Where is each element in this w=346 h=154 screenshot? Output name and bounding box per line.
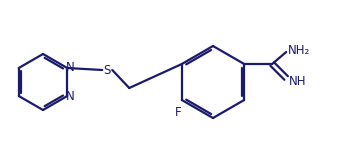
Text: NH₂: NH₂ (288, 43, 310, 57)
Text: NH: NH (289, 75, 307, 87)
Text: F: F (174, 106, 181, 119)
Text: N: N (66, 61, 75, 73)
Text: N: N (66, 91, 75, 103)
Text: S: S (103, 63, 111, 77)
